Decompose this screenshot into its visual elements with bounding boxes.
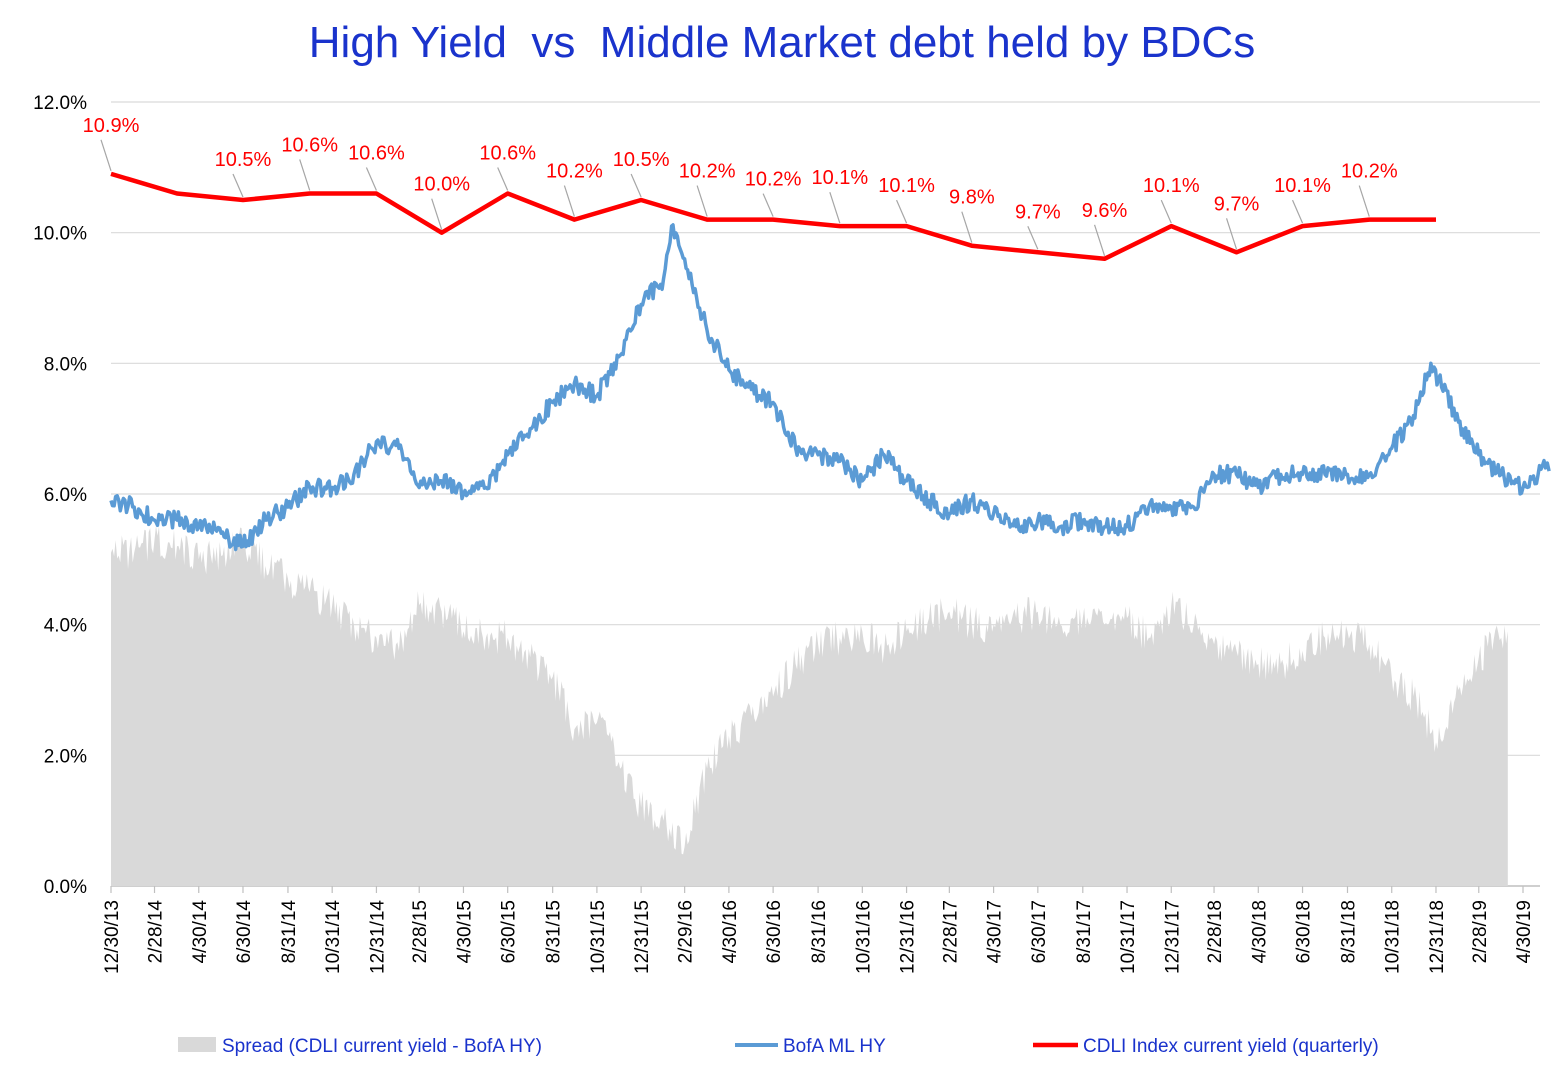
annotation-label: 9.8% (949, 187, 995, 209)
legend-spread-swatch (178, 1037, 216, 1052)
y-tick-label: 4.0% (44, 616, 87, 637)
annotation-label: 10.9% (83, 115, 140, 137)
annotation-label: 9.7% (1015, 201, 1061, 223)
y-tick-label: 2.0% (44, 746, 87, 767)
x-tick-label: 6/30/15 (499, 900, 520, 963)
annotation-label: 10.5% (215, 149, 272, 171)
annotation-label: 10.6% (348, 142, 405, 164)
x-tick-label: 12/30/13 (102, 900, 123, 974)
annotation-leader (961, 211, 973, 243)
legend-hy-label: BofA ML HY (783, 1036, 886, 1057)
annotation-label: 10.2% (1341, 161, 1398, 183)
annotation-label: 9.6% (1082, 200, 1128, 222)
annotation-leader (1358, 185, 1370, 217)
annotation-leader (299, 159, 311, 191)
annotation-leader (1160, 199, 1172, 224)
annotation-leader (696, 185, 708, 217)
annotation-label: 10.0% (413, 174, 470, 196)
x-tick-label: 8/31/14 (279, 900, 300, 964)
legend-spread-label: Spread (CDLI current yield - BofA HY) (222, 1036, 542, 1057)
y-ticks: 0.0% 2.0% 4.0% 6.0% 8.0% 10.0% 12.0% (33, 93, 87, 898)
x-tick-label: 12/31/16 (898, 900, 919, 974)
annotation-label: 10.2% (745, 169, 802, 191)
x-tick-label: 6/30/14 (234, 900, 255, 964)
x-tick-label: 10/31/17 (1118, 900, 1139, 974)
y-tick-label: 10.0% (33, 224, 87, 245)
x-tick-label: 10/31/16 (853, 900, 874, 974)
y-tick-label: 6.0% (44, 485, 87, 506)
x-tick-label: 2/28/18 (1205, 900, 1226, 963)
x-tick-label: 12/31/17 (1162, 900, 1183, 974)
hy-line-path (109, 223, 1551, 552)
annotation-label: 10.6% (281, 134, 338, 156)
annotation-label: 10.1% (1143, 175, 1200, 197)
x-tick-label: 4/30/15 (454, 900, 475, 963)
annotation-leader (1093, 224, 1106, 256)
x-tick-label: 8/31/15 (544, 900, 565, 963)
annotation-label: 10.1% (878, 175, 935, 197)
x-tick-label: 2/29/16 (676, 900, 697, 963)
annotation-leader (829, 191, 841, 224)
cdli-line (110, 171, 1436, 262)
annotation-label: 10.1% (1274, 175, 1331, 197)
x-tick-label: 10/31/14 (323, 900, 344, 974)
annotation-leader (896, 199, 908, 224)
x-tick-label: 4/30/19 (1514, 900, 1535, 963)
annotation-label: 10.2% (546, 161, 603, 183)
annotation-leader (232, 173, 244, 198)
x-tick-label: 4/30/16 (720, 900, 741, 963)
annotation-leader (1027, 226, 1039, 250)
x-tick-label: 12/31/14 (367, 900, 388, 974)
x-tick-label: 12/31/15 (632, 900, 653, 974)
x-tick-label: 8/31/17 (1074, 900, 1095, 963)
annotation-leader (762, 193, 774, 217)
x-ticks: 12/30/13 2/28/14 4/30/14 6/30/14 8/31/14 10/3… (102, 886, 1535, 974)
x-tick-label: 2/28/14 (146, 900, 167, 964)
legend-cdli-label: CDLI Index current yield (quarterly) (1083, 1036, 1379, 1057)
annotations: 10.9% 10.5% 10.6% 10.6% 10.0% 10.6% 10.2% 10.5%… (83, 115, 1398, 256)
annotation-leader (1291, 199, 1304, 224)
x-tick-label: 6/30/17 (1029, 900, 1050, 963)
annotation-label: 10.5% (613, 149, 670, 171)
x-tick-label: 6/30/18 (1294, 900, 1315, 963)
annotation-leader (563, 185, 575, 217)
annotation-leader (630, 173, 642, 198)
x-tick-label: 2/28/17 (940, 900, 961, 963)
chart-title: High Yield vs Middle Market debt held by… (308, 18, 1256, 67)
x-tick-label: 8/31/18 (1338, 900, 1359, 963)
cdli-line-path (110, 171, 1436, 262)
x-tick-label: 8/31/16 (809, 900, 830, 963)
x-tick-label: 4/30/17 (985, 900, 1006, 963)
x-tick-label: 4/30/18 (1249, 900, 1270, 963)
spread-area (111, 525, 1508, 886)
x-tick-label: 6/30/16 (764, 900, 785, 963)
x-tick-label: 10/31/18 (1383, 900, 1404, 974)
y-tick-label: 0.0% (44, 877, 87, 898)
annotation-label: 10.1% (811, 167, 868, 189)
x-tick-label: 4/30/14 (190, 900, 211, 964)
annotation-leader (365, 167, 377, 191)
x-tick-label: 2/28/19 (1470, 900, 1491, 963)
annotation-leader (100, 139, 112, 172)
annotation-label: 9.7% (1214, 193, 1260, 215)
spread-area-shape (111, 525, 1508, 886)
legend: Spread (CDLI current yield - BofA HY) Bof… (178, 1036, 1379, 1057)
annotation-leader (497, 167, 509, 191)
annotation-leader (431, 198, 443, 230)
x-tick-label: 12/31/18 (1427, 900, 1448, 974)
y-tick-label: 8.0% (44, 354, 87, 375)
hy-line (109, 223, 1551, 552)
y-tick-label: 12.0% (33, 93, 87, 114)
annotation-label: 10.6% (479, 142, 536, 164)
annotation-label: 10.2% (679, 161, 736, 183)
x-tick-label: 10/31/15 (588, 900, 609, 974)
annotation-leader (1225, 218, 1238, 250)
x-tick-label: 2/28/15 (410, 900, 431, 963)
